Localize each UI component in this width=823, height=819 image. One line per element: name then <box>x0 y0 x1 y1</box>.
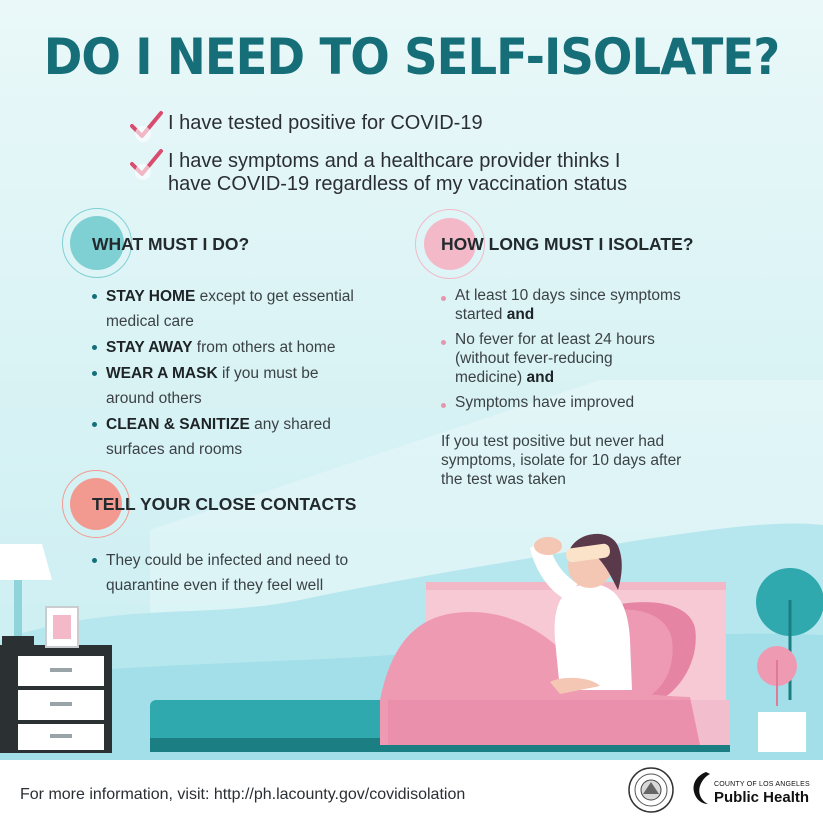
item-text: started <box>455 306 507 323</box>
item-text: (without fever-reducing <box>455 350 613 367</box>
note-line: If you test positive but never had <box>441 433 665 450</box>
list-item: STAY HOME except to get essential medical… <box>92 284 402 334</box>
list-item: CLEAN & SANITIZE any shared surfaces and … <box>92 412 402 462</box>
item-text: medical care <box>106 313 194 330</box>
criteria-item: I have symptoms and a healthcare provide… <box>128 149 748 196</box>
item-text: quarantine even if they feel well <box>106 577 324 594</box>
item-strong: WEAR A MASK <box>106 365 218 382</box>
public-health-logo-icon <box>693 772 710 804</box>
infographic-poster: DO I NEED TO SELF-ISOLATE? I have tested… <box>0 0 823 760</box>
item-text: medicine) <box>455 369 527 386</box>
list-item: Symptoms have improved <box>441 393 741 412</box>
criteria-list: I have tested positive for COVID-19 I ha… <box>128 111 748 204</box>
item-text: except to get essential <box>195 288 354 305</box>
what-must-i-do-list: STAY HOME except to get essential medical… <box>92 284 402 463</box>
item-text: from others at home <box>192 339 336 356</box>
asymptomatic-note: If you test positive but never had sympt… <box>441 432 741 489</box>
item-strong: STAY HOME <box>106 288 196 305</box>
how-long-list: At least 10 days since symptoms started a… <box>441 286 741 418</box>
county-seal-icon <box>628 767 674 813</box>
list-item: They could be infected and need to quaran… <box>92 548 402 598</box>
criteria-item: I have tested positive for COVID-19 <box>128 111 748 142</box>
criteria-line: I have symptoms and a healthcare provide… <box>168 150 621 172</box>
heading-accent-ring <box>62 208 132 278</box>
criteria-line: have COVID-19 regardless of my vaccinati… <box>168 173 628 195</box>
item-text: They could be infected and need to <box>106 552 349 569</box>
item-strong: STAY AWAY <box>106 339 193 356</box>
more-info-text: For more information, visit: http://ph.l… <box>20 786 466 803</box>
background-illustration <box>0 523 823 760</box>
public-health-logo-text: COUNTY OF LOS ANGELES Public Health <box>714 778 810 806</box>
close-contacts-heading: TELL YOUR CLOSE CONTACTS <box>92 494 357 514</box>
list-item: WEAR A MASK if you must be around others <box>92 361 402 411</box>
item-strong: and <box>526 369 555 386</box>
item-strong: and <box>506 306 535 323</box>
item-text: surfaces and rooms <box>106 441 243 458</box>
list-item: STAY AWAY from others at home <box>92 335 402 360</box>
item-text: No fever for at least 24 hours <box>455 331 655 348</box>
criteria-text: I have tested positive for COVID-19 <box>168 112 483 135</box>
heading-accent-ring <box>62 470 130 538</box>
checkmark-icon <box>130 111 163 142</box>
item-text: Symptoms have improved <box>455 394 635 411</box>
close-contacts-list: They could be infected and need to quaran… <box>92 548 402 599</box>
how-long-heading: HOW LONG MUST I ISOLATE? <box>441 234 694 254</box>
list-item: At least 10 days since symptoms started a… <box>441 286 741 324</box>
checkmark-icon <box>130 149 163 180</box>
item-text: around others <box>106 390 202 407</box>
logo-big-text: Public Health <box>714 789 810 806</box>
list-item: No fever for at least 24 hours (without f… <box>441 330 741 387</box>
footer: For more information, visit: http://ph.l… <box>0 760 823 819</box>
page-title: DO I NEED TO SELF-ISOLATE? <box>43 28 781 86</box>
item-text: At least 10 days since symptoms <box>455 287 681 304</box>
note-line: symptoms, isolate for 10 days after <box>441 452 682 469</box>
criteria-line: I have tested positive for COVID-19 <box>168 112 483 134</box>
note-line: the test was taken <box>441 471 566 488</box>
heading-accent-ring <box>415 209 485 279</box>
criteria-text: I have symptoms and a healthcare provide… <box>168 150 627 196</box>
item-text: any shared <box>249 416 331 433</box>
item-strong: CLEAN & SANITIZE <box>106 416 250 433</box>
logo-small-text: COUNTY OF LOS ANGELES <box>714 781 810 788</box>
what-must-i-do-heading: WHAT MUST I DO? <box>92 234 250 254</box>
item-text: if you must be <box>217 365 319 382</box>
